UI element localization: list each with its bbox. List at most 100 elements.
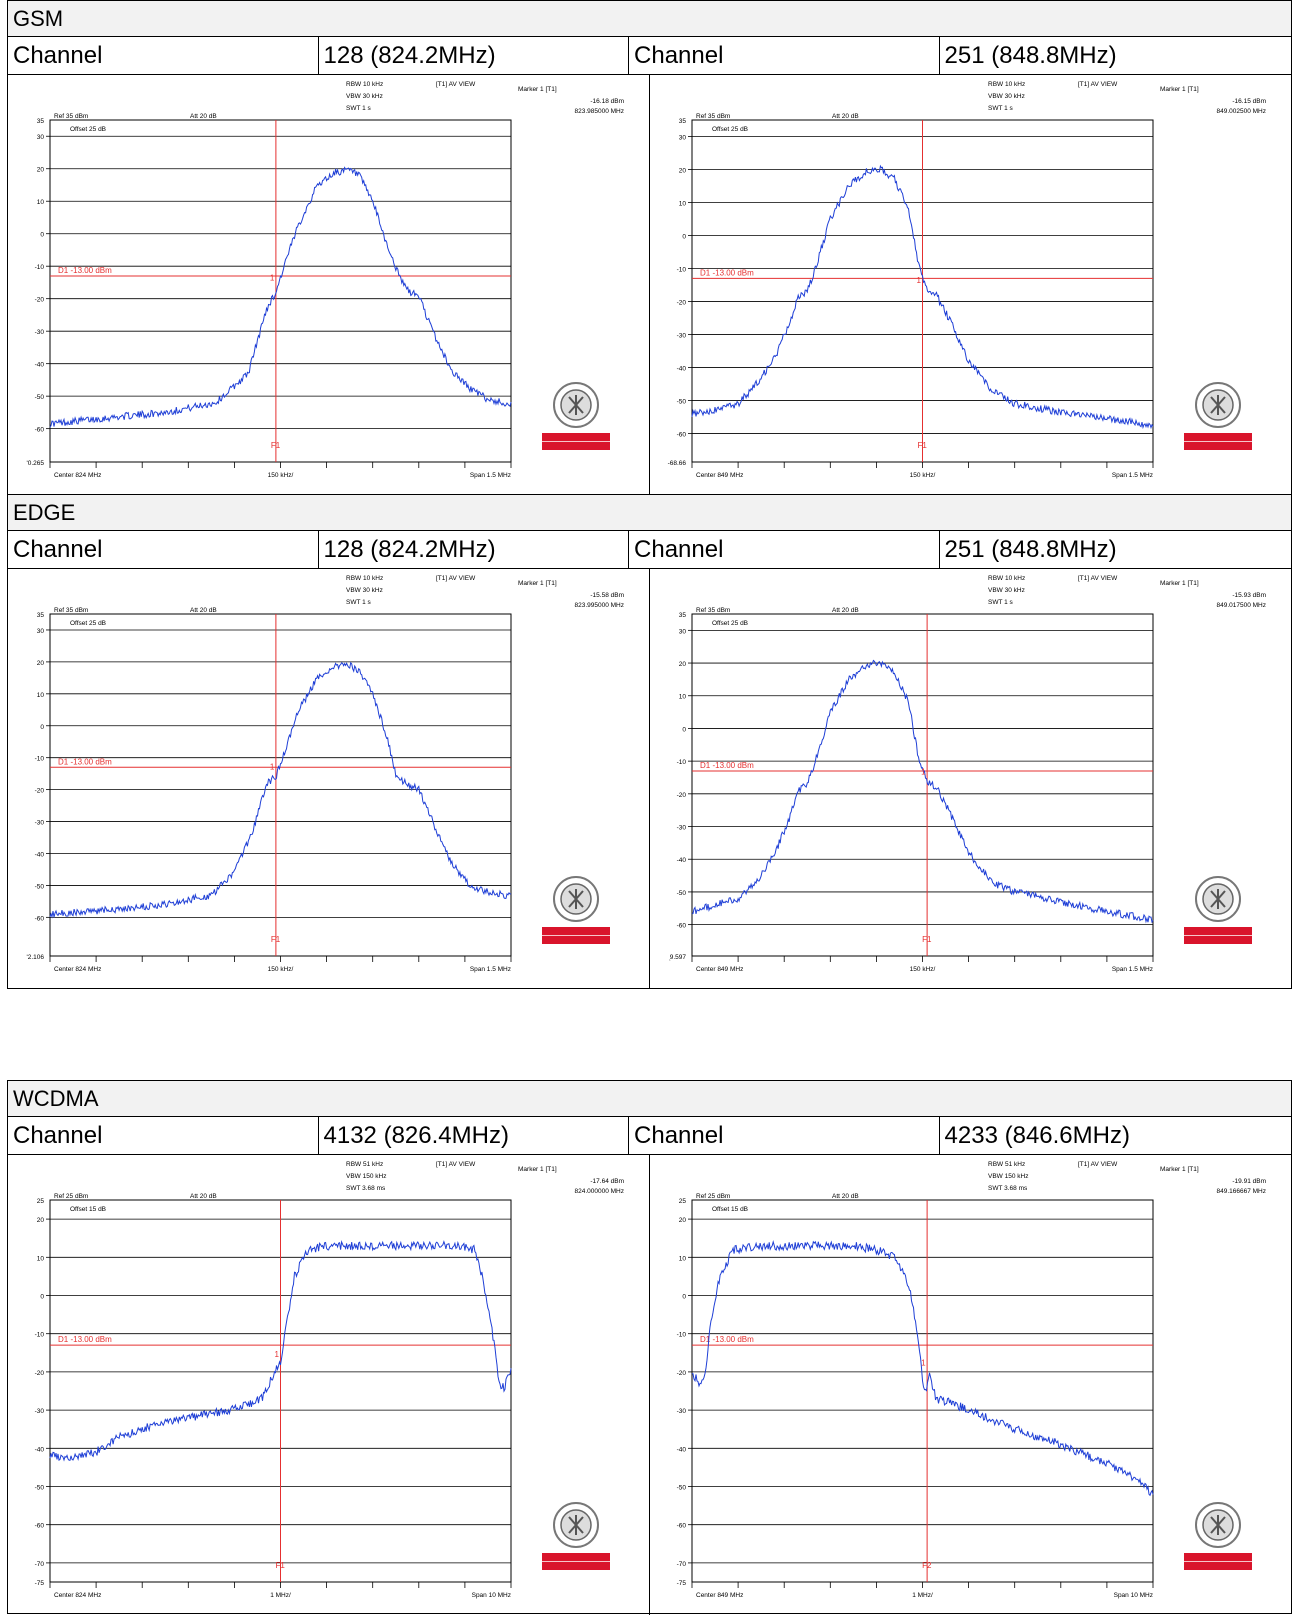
y-tick-label: 10 (37, 692, 45, 699)
y-tick-label: -10 (677, 759, 687, 766)
spectrum-svg: RBW 10 kHz VBW 30 kHz SWT 1 s [T1] AV VIEW M… (26, 575, 624, 973)
frequency-line-label: F1 (271, 935, 281, 944)
y-max-label: 35 (679, 612, 687, 619)
rbw-label: RBW 51 kHz (346, 1161, 383, 1168)
y-tick-label: 0 (40, 724, 44, 731)
section-title: GSM (8, 1, 1291, 37)
limit-label: D1 -13.00 dBm (700, 268, 754, 277)
vbw-label: VBW 150 kHz (988, 1173, 1028, 1180)
y-tick-label: 20 (37, 1217, 45, 1224)
swt-label: SWT 1 s (988, 105, 1014, 112)
center-frequency-label: Center 849 MHz (696, 1592, 743, 1599)
attenuation-label: Att 20 dB (832, 113, 859, 120)
y-min-label: -68.66 (668, 460, 687, 467)
bureau-veritas-logo (1184, 1502, 1252, 1570)
y-tick-label: -20 (677, 1370, 687, 1377)
channel-label: Channel (629, 1117, 940, 1154)
vbw-label: VBW 30 kHz (988, 587, 1025, 594)
y-tick-label: 30 (37, 628, 45, 635)
y-max-label: 25 (37, 1198, 45, 1205)
y-tick-label: 20 (679, 1217, 687, 1224)
rbw-label: RBW 10 kHz (346, 81, 383, 88)
spectrum-plot: RBW 10 kHz VBW 30 kHz SWT 1 s [T1] AV VIEW M… (650, 569, 1291, 989)
ref-level-label: Ref 25 dBm (696, 1193, 730, 1200)
frequency-line-label: F2 (922, 1561, 932, 1570)
marker-frequency: 849.017500 MHz (1216, 602, 1266, 609)
spectrum-plot: RBW 51 kHz VBW 150 kHz SWT 3.68 ms [T1] AV … (8, 1155, 650, 1615)
frequency-line-label: F1 (918, 441, 928, 450)
y-tick-label: -60 (35, 1523, 45, 1530)
y-tick-label: -60 (677, 923, 687, 930)
marker-value: -16.15 dBm (1232, 98, 1266, 105)
y-tick-label: -10 (35, 756, 45, 763)
marker-number: 1 (921, 768, 926, 777)
attenuation-label: Att 20 dB (832, 607, 859, 614)
y-tick-label: 10 (37, 1255, 45, 1262)
bureau-veritas-logo (542, 1502, 610, 1570)
marker-number: 1 (270, 763, 275, 772)
marker-label: Marker 1 [T1] (518, 580, 557, 587)
span-label: Span 1.5 MHz (1112, 472, 1153, 479)
ref-level-label: Ref 25 dBm (54, 1193, 88, 1200)
y-tick-label: -20 (677, 299, 687, 306)
attenuation-label: Att 20 dB (190, 607, 217, 614)
spectrum-trace (49, 661, 512, 919)
y-tick-label: 10 (37, 199, 45, 206)
limit-label: D1 -13.00 dBm (58, 1335, 112, 1344)
logo-emblem (1210, 889, 1226, 909)
swt-label: SWT 1 s (988, 599, 1014, 606)
edge-section: EDGE Channel 128 (824.2MHz) Channel 251 … (7, 494, 1292, 989)
view-label: [T1] AV VIEW (436, 575, 476, 582)
view-label: [T1] AV VIEW (436, 1161, 476, 1168)
y-tick-label: -40 (677, 857, 687, 864)
vbw-label: VBW 30 kHz (988, 93, 1025, 100)
marker-number: 1 (921, 1359, 926, 1368)
vbw-label: VBW 150 kHz (346, 1173, 386, 1180)
center-frequency-label: Center 849 MHz (696, 966, 743, 973)
y-tick-label: 10 (679, 1255, 687, 1262)
span-label: Span 1.5 MHz (470, 966, 511, 973)
y-tick-label: -20 (35, 297, 45, 304)
per-division-label: 1 MHz/ (270, 1592, 291, 1599)
spectrum-svg: RBW 10 kHz VBW 30 kHz SWT 1 s [T1] AV VIEW M… (26, 81, 624, 479)
y-tick-label: -70 (35, 1561, 45, 1568)
marker-frequency: 823.995000 MHz (574, 602, 624, 609)
view-label: [T1] AV VIEW (436, 81, 476, 88)
limit-label: D1 -13.00 dBm (700, 1335, 754, 1344)
y-tick-label: 0 (682, 233, 686, 240)
y-tick-label: -50 (677, 398, 687, 405)
logo-emblem (1210, 1515, 1226, 1535)
offset-label: Offset 25 dB (712, 126, 748, 133)
y-tick-label: -50 (35, 883, 45, 890)
spectrum-svg: RBW 51 kHz VBW 150 kHz SWT 3.68 ms [T1] AV … (677, 1161, 1266, 1599)
limit-label: D1 -13.00 dBm (58, 266, 112, 275)
marker-number: 1 (270, 273, 275, 282)
y-min-label: ʹ2.106 (26, 953, 44, 961)
y-max-label: 25 (679, 1198, 687, 1205)
plot-frame (49, 119, 512, 463)
y-tick-label: 20 (37, 167, 45, 174)
marker-label: Marker 1 [T1] (1160, 86, 1199, 93)
attenuation-label: Att 20 dB (832, 1193, 859, 1200)
logo-emblem (1210, 395, 1226, 415)
y-tick-label: 0 (682, 726, 686, 733)
view-label: [T1] AV VIEW (1078, 575, 1118, 582)
marker-value: -17.64 dBm (590, 1178, 624, 1185)
spectrum-svg: RBW 10 kHz VBW 30 kHz SWT 1 s [T1] AV VIEW M… (668, 81, 1266, 479)
y-tick-label: -30 (677, 825, 687, 832)
y-tick-label: 10 (679, 694, 687, 701)
y-tick-label: 20 (679, 167, 687, 174)
wcdma-section: WCDMA Channel 4132 (826.4MHz) Channel 42… (7, 1080, 1292, 1615)
spectrum-trace (49, 166, 512, 428)
section-title: EDGE (8, 495, 1291, 531)
logo-emblem (568, 395, 584, 415)
y-tick-label: -30 (35, 820, 45, 827)
gsm-section: GSM Channel 128 (824.2MHz) Channel 251 (… (7, 0, 1292, 495)
channel-value: 251 (848.8MHz) (944, 42, 1117, 69)
plots-row: RBW 51 kHz VBW 150 kHz SWT 3.68 ms [T1] AV … (8, 1155, 1291, 1615)
rbw-label: RBW 10 kHz (988, 81, 1025, 88)
y-tick-label: -30 (35, 329, 45, 336)
span-label: Span 10 MHz (1114, 1592, 1153, 1599)
section-title: WCDMA (8, 1081, 1291, 1117)
center-frequency-label: Center 824 MHz (54, 1592, 101, 1599)
